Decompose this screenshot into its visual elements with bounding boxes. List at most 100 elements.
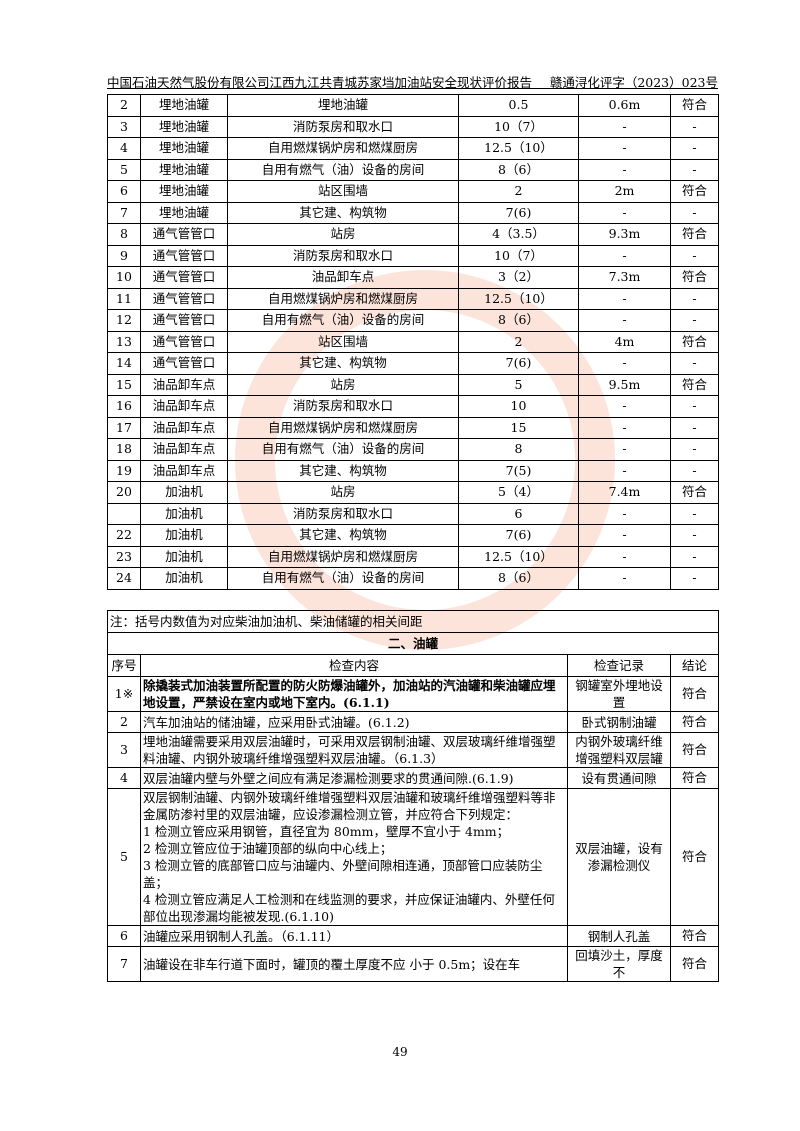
- table-row: 12 通气管管口 自用有燃气（油）设备的房间 8（6） - -: [107, 309, 719, 332]
- row-number: 7: [107, 946, 141, 982]
- conclusion: -: [670, 158, 719, 181]
- row-number: 5: [107, 788, 141, 926]
- table-row: 2 埋地油罐 埋地油罐 0.5 0.6m 符合: [107, 94, 719, 117]
- conclusion: 符合: [669, 946, 720, 982]
- row-number: 11: [107, 287, 141, 310]
- inspection-record: 回填沙土，厚度不: [567, 946, 671, 982]
- row-number: 6: [107, 180, 141, 203]
- facility: 埋地油罐: [140, 180, 228, 203]
- table-row: 5 埋地油罐 自用有燃气（油）设备的房间 8（6） - -: [107, 158, 719, 181]
- standard-distance: 10（7）: [458, 244, 579, 267]
- standard-distance: 8（6）: [458, 158, 579, 181]
- conclusion: -: [670, 416, 719, 439]
- document-number: 赣通浔化评字（2023）023号: [549, 75, 718, 90]
- table-row: 7 埋地油罐 其它建、构筑物 7(6) - -: [107, 201, 719, 224]
- facility: 埋地油罐: [140, 115, 228, 138]
- actual-distance: -: [578, 115, 671, 138]
- table-row: 7 油罐设在非车行道下面时，罐顶的覆土厚度不应 小于 0.5m；设在车 回填沙土，厚…: [107, 946, 720, 982]
- conclusion: 符合: [669, 711, 720, 733]
- actual-distance: -: [578, 567, 671, 590]
- standard-distance: 8（6）: [458, 567, 579, 590]
- conclusion: 符合: [669, 732, 720, 768]
- standard-distance: 3（2）: [458, 266, 579, 289]
- table-row: 6 油罐应采用钢制人孔盖。（6.1.11） 钢制人孔盖 符合: [107, 925, 720, 947]
- standard-distance: 7(5): [458, 459, 579, 482]
- standard-distance: 7(6): [458, 201, 579, 224]
- conclusion: 符合: [669, 788, 720, 926]
- section-title: 二、油罐: [106, 632, 720, 655]
- object: 自用有燃气（油）设备的房间: [227, 309, 459, 332]
- standard-distance: 8（6）: [458, 309, 579, 332]
- row-number: 2: [107, 94, 141, 117]
- actual-distance: 4m: [578, 330, 671, 353]
- row-number: 20: [107, 481, 141, 504]
- row-number: 4: [107, 767, 141, 789]
- conclusion: 符合: [670, 180, 719, 203]
- row-number: 18: [107, 438, 141, 461]
- table-row: 2 汽车加油站的储油罐，应采用卧式油罐。(6.1.2) 卧式钢制油罐 符合: [107, 711, 720, 733]
- conclusion: -: [670, 438, 719, 461]
- row-number: 12: [107, 309, 141, 332]
- object: 站区围墙: [227, 180, 459, 203]
- facility: 埋地油罐: [140, 94, 228, 117]
- conclusion: -: [670, 567, 719, 590]
- facility: 埋地油罐: [140, 137, 228, 160]
- inspection-record: 内钢外玻璃纤维增强塑料双层罐: [567, 732, 671, 768]
- table-row: 13 通气管管口 站区围墙 2 4m 符合: [107, 330, 719, 353]
- standard-distance: 12.5（10）: [458, 545, 579, 568]
- facility: 加油机: [140, 481, 228, 504]
- table-row: 加油机 消防泵房和取水口 6- -: [107, 502, 719, 525]
- table-row: 23 加油机 自用燃煤锅炉房和燃煤厨房 12.5（10） - -: [107, 545, 719, 568]
- conclusion: -: [670, 395, 719, 418]
- facility: 通气管管口: [140, 244, 228, 267]
- object: 消防泵房和取水口: [227, 395, 459, 418]
- actual-distance: -: [578, 459, 671, 482]
- row-number: 23: [107, 545, 141, 568]
- object: 站房: [227, 373, 459, 396]
- inspection-content: 汽车加油站的储油罐，应采用卧式油罐。(6.1.2): [140, 711, 568, 733]
- content-line: 1 检测立管应采用钢管，直径宜为 80mm，壁厚不宜小于 4mm；: [143, 824, 510, 839]
- row-number: 14: [107, 352, 141, 375]
- conclusion: -: [670, 502, 719, 525]
- object: 油品卸车点: [227, 266, 459, 289]
- object: 站房: [227, 223, 459, 246]
- facility: 油品卸车点: [140, 438, 228, 461]
- facility: 埋地油罐: [140, 201, 228, 224]
- row-number: 3: [107, 732, 141, 768]
- object: 消防泵房和取水口: [227, 115, 459, 138]
- facility: 加油机: [140, 545, 228, 568]
- actual-distance: 9.5m: [578, 373, 671, 396]
- facility: 埋地油罐: [140, 158, 228, 181]
- conclusion: -: [670, 309, 719, 332]
- object: 自用燃煤锅炉房和燃煤厨房: [227, 416, 459, 439]
- object: 自用有燃气（油）设备的房间: [227, 158, 459, 181]
- inspection-content: 埋地油罐需要采用双层油罐时，可采用双层钢制油罐、双层玻璃纤维增强塑料油罐、内钢外…: [140, 732, 568, 768]
- conclusion: -: [670, 287, 719, 310]
- conclusion: -: [670, 352, 719, 375]
- table-row: 17 油品卸车点 自用燃煤锅炉房和燃煤厨房 15- -: [107, 416, 719, 439]
- actual-distance: 0.6m: [578, 94, 671, 117]
- row-number: 4: [107, 137, 141, 160]
- row-number: 7: [107, 201, 141, 224]
- content-line: 双层钢制油罐、内钢外玻璃纤维增强塑料双层油罐和玻璃纤维增强塑料等非金属防渗衬里的…: [143, 790, 556, 822]
- standard-distance: 8: [458, 438, 579, 461]
- facility: 油品卸车点: [140, 395, 228, 418]
- standard-distance: 4（3.5）: [458, 223, 579, 246]
- table-row: 3 埋地油罐需要采用双层油罐时，可采用双层钢制油罐、双层玻璃纤维增强塑料油罐、内钢…: [107, 732, 720, 768]
- standard-distance: 2: [458, 180, 579, 203]
- row-number: 17: [107, 416, 141, 439]
- conclusion: -: [670, 137, 719, 160]
- actual-distance: -: [578, 309, 671, 332]
- facility: 油品卸车点: [140, 373, 228, 396]
- facility: 通气管管口: [140, 330, 228, 353]
- object: 消防泵房和取水口: [227, 502, 459, 525]
- conclusion: -: [670, 244, 719, 267]
- actual-distance: 7.3m: [578, 266, 671, 289]
- conclusion: 符合: [670, 373, 719, 396]
- conclusion: 符合: [669, 676, 720, 712]
- row-number: 5: [107, 158, 141, 181]
- row-number: 10: [107, 266, 141, 289]
- object: 其它建、构筑物: [227, 201, 459, 224]
- inspection-record: 设有贯通间隙: [567, 767, 671, 789]
